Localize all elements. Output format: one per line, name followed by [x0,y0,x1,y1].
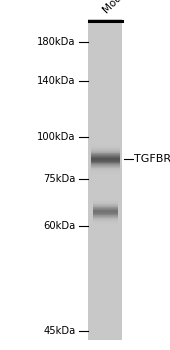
Text: 180kDa: 180kDa [37,37,76,47]
Bar [91,151,120,152]
Bar [93,214,118,215]
Bar [93,223,118,224]
Bar [93,216,118,217]
Bar [93,205,118,206]
Bar [93,207,118,208]
Bar [91,174,120,175]
Bar [91,162,120,163]
Bar [91,175,120,176]
Bar [93,213,118,214]
Bar [93,199,118,200]
Text: 60kDa: 60kDa [43,221,76,231]
Bar [93,209,118,210]
Bar [93,217,118,218]
Bar [91,153,120,154]
Bar [91,171,120,172]
Bar [91,173,120,174]
Bar [88,19,122,340]
Text: 100kDa: 100kDa [37,132,76,141]
Text: Mouse liver: Mouse liver [101,0,150,16]
Bar [91,152,120,153]
Bar [93,210,118,211]
Bar [93,224,118,225]
Bar [91,165,120,166]
Bar [91,170,120,171]
Bar [93,222,118,223]
Bar [93,206,118,207]
Bar [91,150,120,151]
Bar [91,149,120,150]
Text: 140kDa: 140kDa [37,76,76,85]
Bar [91,161,120,162]
Bar [91,159,120,160]
Bar [91,146,120,147]
Bar [91,167,120,168]
Bar [91,160,120,161]
Bar [91,154,120,155]
Bar [93,200,118,201]
Bar [93,204,118,205]
Bar [91,156,120,157]
Bar [93,212,118,213]
Bar [91,166,120,167]
Bar [93,208,118,209]
Bar [93,197,118,198]
Bar [91,163,120,164]
Bar [93,202,118,203]
Bar [91,145,120,146]
Bar [91,168,120,169]
Bar [91,172,120,173]
Bar [93,221,118,222]
Bar [91,143,120,144]
Bar [93,219,118,220]
Bar [91,155,120,156]
Bar [91,148,120,149]
Bar [93,198,118,199]
Bar [93,211,118,212]
Bar [93,225,118,226]
Bar [91,142,120,143]
Bar [93,218,118,219]
Bar [93,220,118,221]
Bar [91,169,120,170]
Bar [93,201,118,202]
Bar [93,203,118,204]
Text: TGFBR2: TGFBR2 [134,154,170,164]
Bar [91,164,120,165]
Text: 45kDa: 45kDa [43,326,76,336]
Bar [91,147,120,148]
Bar [91,158,120,159]
Text: 75kDa: 75kDa [43,174,76,183]
Bar [91,144,120,145]
Bar [91,157,120,158]
